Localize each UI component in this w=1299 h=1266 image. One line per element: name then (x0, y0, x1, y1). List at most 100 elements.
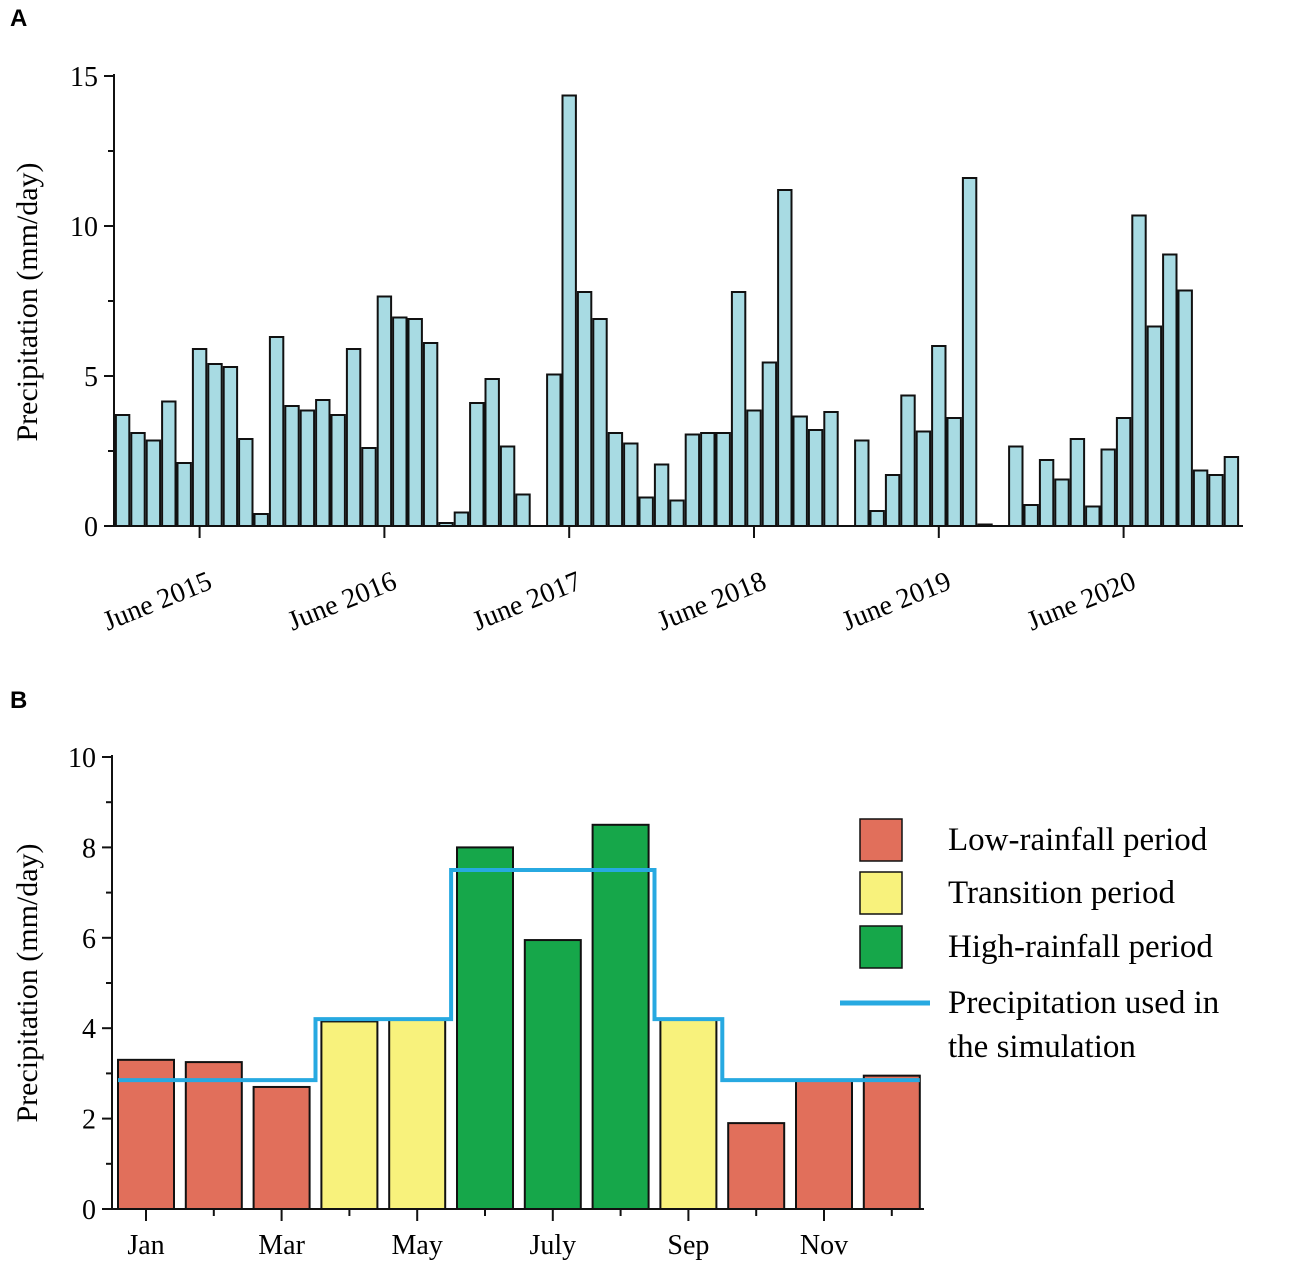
chart-b-x-tick-label: Mar (258, 1230, 305, 1261)
panel-label-a: A (10, 5, 27, 32)
chart-a-bar (623, 442, 639, 527)
chart-b-y-tick-label: 2 (82, 1105, 96, 1136)
chart-a-bar (253, 513, 269, 527)
chart-a-x-tick-label: June 2020 (1023, 566, 1141, 638)
chart-a-bar (1115, 417, 1132, 527)
chart-a-x-tick-label: June 2019 (838, 566, 956, 638)
legend-swatch-high-rainfall (859, 925, 903, 969)
chart-a-bar (576, 291, 593, 527)
chart-a-bar (746, 409, 762, 527)
chart-a-bar (161, 400, 177, 527)
chart-a-bar (330, 414, 346, 527)
chart-a-bar (669, 499, 685, 527)
chart-a-bar (238, 438, 254, 527)
chart-a-bar (114, 414, 131, 527)
chart-a-y-tick-label: 0 (84, 512, 98, 543)
chart-b-y-axis-title: Precipitation (mm/day) (11, 843, 44, 1122)
chart-a-bar (484, 378, 500, 527)
chart-a-bar (284, 405, 300, 527)
chart-a-axes: 0 5 10 15 June 2015 June 2016 June 2017 June 20… (70, 62, 1243, 637)
chart-a-bar (1085, 505, 1101, 527)
chart-b-bar-sep (659, 1018, 718, 1210)
chart-a-bar (422, 342, 439, 527)
chart-a-bar (268, 336, 285, 527)
chart-a-bar (1162, 253, 1178, 527)
chart-a-bar (607, 432, 624, 527)
chart-a-bar (761, 361, 778, 527)
chart-b-bar-feb (184, 1061, 243, 1210)
chart-b-bar-oct (727, 1122, 786, 1210)
chart-a-x-tick-label: June 2016 (283, 566, 401, 638)
chart-a-bar (915, 430, 932, 527)
legend-label-high-rainfall: High-rainfall period (948, 929, 1213, 965)
chart-a-bar (653, 463, 670, 527)
chart-b-bar-mar (252, 1085, 311, 1210)
chart-b-simulation-line (118, 868, 920, 1083)
chart-b-bar-jan (117, 1058, 175, 1210)
chart-a-x-tick-label: June 2015 (99, 566, 217, 638)
chart-a-bar (561, 94, 577, 527)
chart-a-bar (854, 439, 870, 527)
chart-a-bar (1146, 325, 1163, 527)
chart-a-bar (361, 447, 377, 527)
chart-b-x-tick-label: Jan (127, 1230, 164, 1261)
chart-a-x-tick-label: June 2017 (468, 566, 586, 638)
chart-a-bar (1223, 456, 1240, 527)
chart-a-bar (515, 493, 531, 527)
chart-a-bar (392, 316, 408, 527)
legend-label-simulation-line-2: the simulation (948, 1029, 1136, 1065)
chart-b-x-tick-label: Sep (667, 1230, 709, 1261)
chart-a-bar (730, 291, 747, 527)
chart-b-y-tick-label: 4 (82, 1014, 96, 1045)
chart-a-bar (823, 411, 839, 527)
legend-swatch-transition (859, 871, 903, 915)
chart-a-bar (1038, 459, 1055, 527)
chart-a-bar (638, 496, 654, 527)
chart-a-bar (1008, 445, 1024, 527)
chart-a-bar (792, 415, 808, 527)
chart-a-bar (684, 433, 701, 527)
chart-b-legend: Low-rainfall period Transition period Hi… (840, 818, 1219, 1065)
chart-a-bar (715, 432, 731, 527)
chart-a-bar (1054, 478, 1070, 527)
chart-a-y-axis-title: Precipitation (mm/day) (11, 162, 44, 441)
legend-label-simulation-line-1: Precipitation used in (948, 985, 1219, 1021)
chart-b-bar-apr (320, 1020, 379, 1210)
chart-a-bar (130, 432, 146, 527)
chart-b-simulation-step-line (118, 868, 920, 1083)
chart-a-bar (592, 318, 608, 527)
chart-b-bar-dec (862, 1074, 921, 1211)
chart-b-y-tick-label: 6 (82, 924, 96, 955)
chart-a-bar (700, 432, 716, 527)
chart-a-bar (315, 399, 331, 527)
chart-b-y-tick-label: 0 (82, 1195, 96, 1226)
chart-b-y-tick-label: 8 (82, 833, 96, 864)
chart-b-x-tick-label: May (392, 1230, 443, 1261)
chart-b-bar-aug (591, 823, 650, 1210)
legend-label-low-rainfall: Low-rainfall period (948, 822, 1208, 858)
chart-b-axes: 0 2 4 6 8 10 Jan Mar May July Sep Nov (68, 743, 924, 1261)
chart-a-bar (376, 295, 393, 527)
chart-a-bar (1100, 448, 1116, 527)
chart-a-bar (1023, 504, 1039, 527)
chart-a-bar (1192, 469, 1209, 527)
chart-a-y-tick-label: 15 (70, 62, 98, 93)
chart-a-bar (884, 474, 901, 527)
chart-b-bar-jun (456, 846, 514, 1211)
legend-label-transition: Transition period (948, 875, 1176, 911)
chart-a-bar (453, 511, 470, 527)
chart-b-y-tick-label: 10 (68, 743, 96, 774)
chart-a-bar (145, 439, 162, 527)
chart-a-bar (469, 402, 485, 527)
chart-a-bar (191, 348, 208, 527)
panel-label-b: B (10, 687, 27, 714)
chart-b-bar-july (523, 939, 582, 1210)
chart-a-y-tick-label: 10 (70, 212, 98, 243)
legend-swatch-low-rainfall (859, 818, 903, 862)
chart-a-bar (1208, 474, 1224, 527)
chart-a-bar (499, 445, 516, 527)
chart-b-bar-nov (795, 1079, 853, 1211)
chart-a-bar (807, 429, 824, 527)
chart-a-bar (176, 462, 192, 527)
